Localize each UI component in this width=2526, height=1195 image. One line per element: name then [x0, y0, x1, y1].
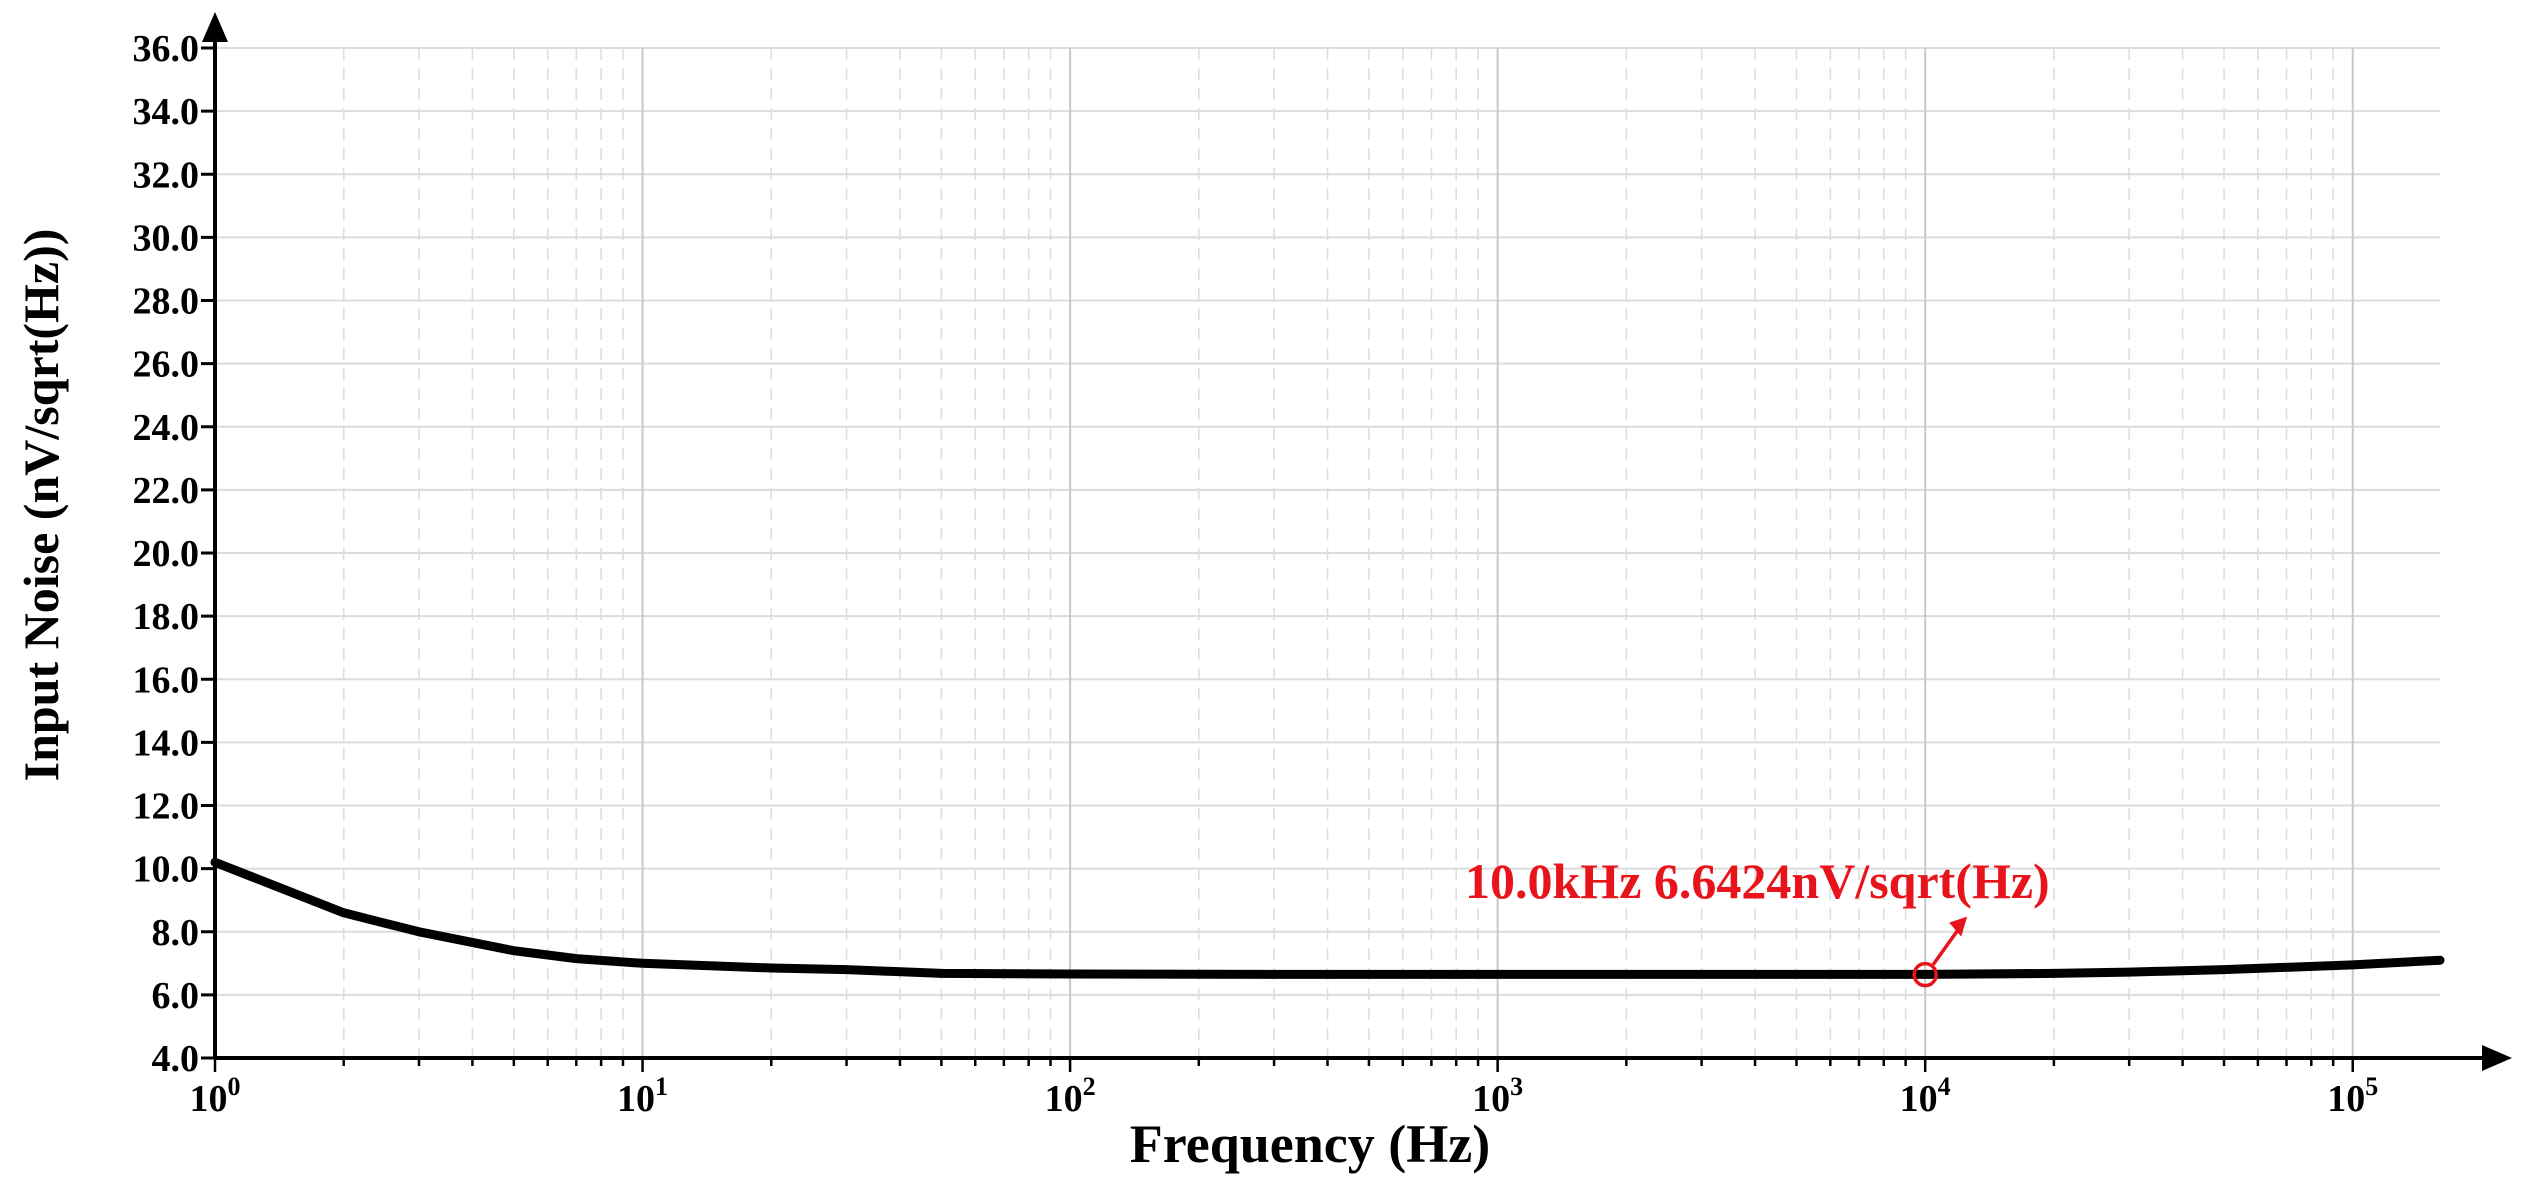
y-tick-label: 36.0 [133, 28, 200, 70]
x-tick-label: 102 [1045, 1072, 1096, 1120]
marker-arrow-head [1949, 916, 1968, 937]
y-tick-label: 34.0 [133, 91, 200, 133]
y-tick-label: 10.0 [133, 849, 200, 891]
series-line [210, 857, 2445, 979]
x-tick-label: 105 [2327, 1072, 2378, 1120]
y-tick-label: 18.0 [133, 596, 200, 638]
y-tick-label: 28.0 [133, 281, 200, 323]
series-layer [210, 857, 2445, 979]
y-tick-label: 6.0 [152, 975, 200, 1017]
y-tick-label: 30.0 [133, 217, 200, 259]
grid [214, 47, 2440, 1059]
annotation-label: 10.0kHz 6.6424nV/sqrt(Hz) [1465, 853, 2050, 909]
x-axis-arrow [2482, 1045, 2512, 1071]
y-tick-label: 20.0 [133, 533, 200, 575]
y-tick-label: 22.0 [133, 470, 200, 512]
x-tick-label: 100 [190, 1072, 241, 1120]
y-tick-label: 12.0 [133, 786, 200, 828]
axes: 4.0 6.0 8.0 10.0 12.0 14.0 16.0 18.0 20.0 22.0 24.… [133, 12, 2512, 1120]
y-tick-label: 14.0 [133, 722, 200, 764]
x-tick-label: 104 [1900, 1072, 1951, 1120]
y-tick-label: 4.0 [152, 1038, 200, 1080]
marker-circle [1912, 961, 1938, 988]
y-tick-label: 26.0 [133, 344, 200, 386]
y-tick-label: 32.0 [133, 154, 200, 196]
x-tick-label: 101 [617, 1072, 668, 1120]
y-tick-label: 8.0 [152, 912, 200, 954]
annotation-layer: 10.0kHz 6.6424nV/sqrt(Hz) [1465, 853, 2050, 988]
y-tick-label: 16.0 [133, 659, 200, 701]
x-axis-title: Frequency (Hz) [1130, 1114, 1490, 1174]
x-tick-label: 103 [1472, 1072, 1523, 1120]
y-tick-label: 24.0 [133, 407, 200, 449]
y-axis-arrow [202, 12, 228, 42]
y-axis-title: Input Noise (nV/sqrt(Hz)) [13, 229, 69, 782]
